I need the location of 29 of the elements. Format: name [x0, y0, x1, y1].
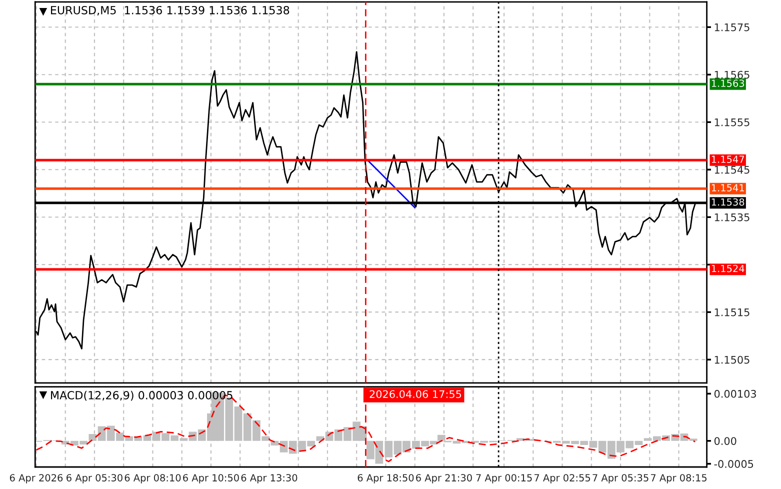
x-tick-label: 6 Apr 10:50	[183, 474, 239, 484]
ref-line-label: 1.1538	[712, 198, 744, 206]
y-tick-label: 1.1565	[714, 70, 750, 79]
y-tick-label: 1.1555	[714, 118, 750, 126]
x-tick-label: 6 Apr 21:30	[416, 474, 472, 484]
x-tick-label: 6 Apr 08:10	[124, 474, 181, 484]
y-tick-label: 1.1545	[714, 166, 750, 174]
y-tick-label: 0.00	[714, 437, 736, 445]
x-tick-label: 6 Apr 13:30	[241, 474, 298, 484]
x-tick-label: 7 Apr 00:15	[476, 474, 532, 484]
ref-line-label: 1.1547	[712, 156, 744, 163]
x-tick-label: 6 Apr 05:30	[66, 474, 122, 484]
y-tick-label: 1.1515	[714, 308, 750, 316]
y-tick-label: -0.0005	[714, 460, 754, 468]
x-tick-label: 6 Apr 18:50	[358, 474, 414, 484]
x-tick-label: 7 Apr 05:35	[592, 474, 648, 484]
ref-line-label: 1.1524	[712, 264, 744, 272]
y-tick-label: 1.1575	[714, 23, 750, 32]
ref-line-label: 1.1563	[712, 80, 744, 87]
x-tick-label: 7 Apr 02:55	[534, 474, 590, 484]
ref-line-label: 1.1541	[712, 184, 744, 192]
chart-title: MACD(12,26,9) 0.00003 0.00005	[51, 390, 232, 401]
ref-line-label: 2026.04.06 17:55	[370, 390, 462, 398]
y-tick-label: 1.1505	[714, 356, 750, 364]
y-tick-label: 0.00103	[714, 390, 756, 398]
chart-title: EURUSD,M5 1.1536 1.1539 1.1536 1.1538	[51, 6, 290, 16]
y-tick-label: 1.1535	[714, 213, 750, 222]
x-tick-label: 7 Apr 08:15	[650, 474, 707, 484]
x-tick-label: 6 Apr 2026	[10, 474, 63, 484]
